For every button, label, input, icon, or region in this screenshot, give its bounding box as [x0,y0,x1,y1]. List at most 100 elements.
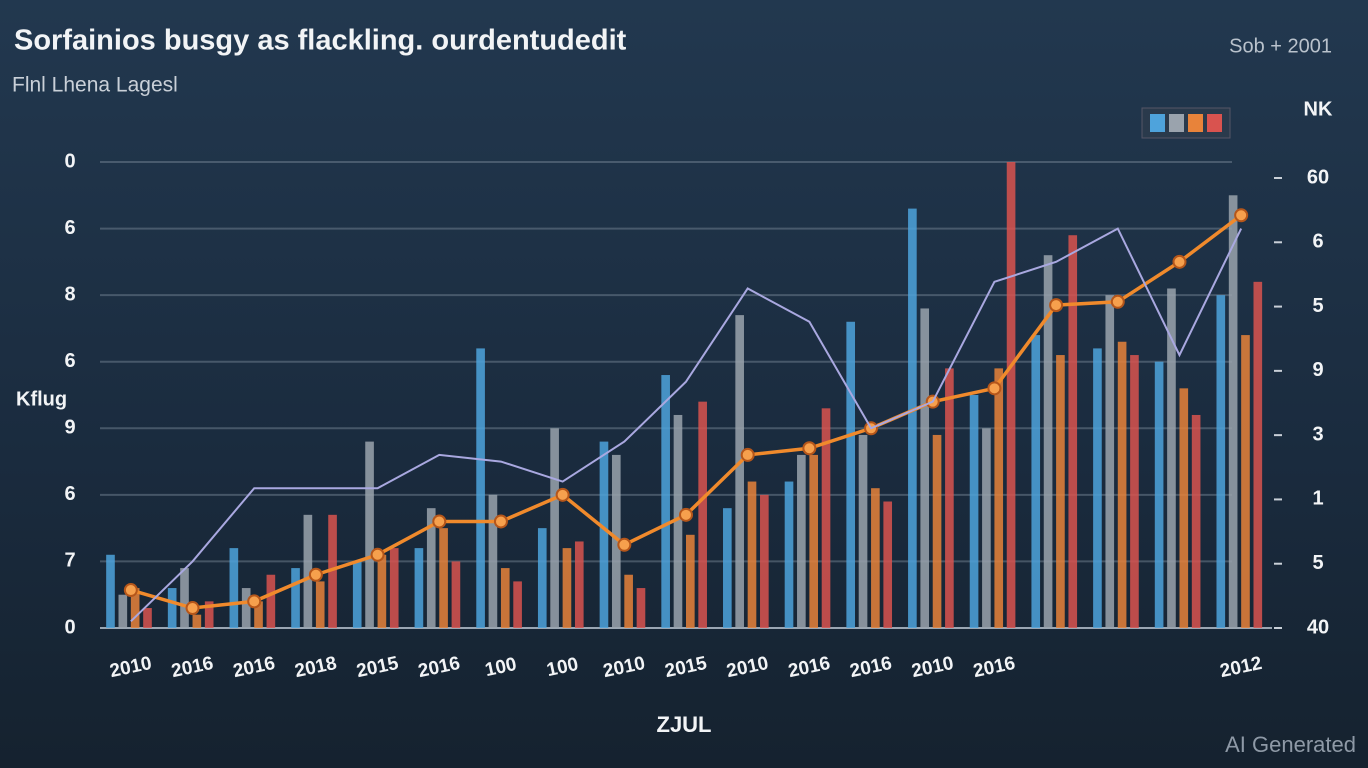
bar [908,208,917,628]
bar [723,508,732,628]
bar [599,441,609,628]
bar [118,594,128,628]
bar [550,428,559,628]
line-marker [432,514,447,529]
x-tick-label: 2010 [601,653,647,682]
bar [328,514,337,628]
bar [130,588,140,628]
y-tick-label: 6 [64,217,75,239]
x-tick-label: 2018 [293,653,339,682]
bar [1068,235,1078,628]
bar [624,574,633,628]
x-tick-label: 2016 [971,653,1017,682]
bar [1056,355,1065,628]
bar [809,454,819,628]
bar [1241,335,1250,628]
y-tick-label: 9 [64,417,75,439]
y2-axis-label: NK [1304,98,1333,120]
bar [1191,414,1201,628]
y-tick-label: 6 [64,350,75,372]
bar [611,454,621,628]
bar [377,554,387,628]
bar [969,395,979,628]
x-tick-label: 2016 [170,653,216,682]
bar [143,608,152,628]
line-marker [802,441,817,456]
bar [476,348,485,628]
bar [352,561,362,628]
bar [698,401,707,628]
watermark: AI Generated [1225,732,1356,757]
x-tick-label: 2015 [663,653,709,682]
bar [254,601,263,628]
bar [389,548,399,628]
bar [204,601,214,628]
bar [192,614,202,628]
bar [1154,361,1164,628]
x-tick-label: 2016 [786,653,832,682]
bar [537,528,547,628]
bar [821,408,831,628]
bar [920,308,930,628]
bar [1253,281,1263,628]
legend-swatch [1188,114,1203,132]
bar [945,368,954,628]
line [130,227,1243,623]
y-tick-label: 6 [64,483,75,505]
x-tick-label: 2015 [355,653,401,682]
bar [1167,288,1176,628]
line-marker [987,381,1002,396]
y-tick-label: 8 [64,283,75,305]
x-axis-label: ZJUL [657,712,712,737]
chart-subtitle: Flnl Lhena Lagesl [12,74,178,97]
corner-note: Sob + 2001 [1229,35,1332,57]
x-tick-label: 2016 [416,653,462,682]
y-tick-label: 7 [64,550,75,572]
legend-swatch [1169,114,1184,132]
line-marker [555,487,570,502]
x-tick-label: 2010 [108,653,154,682]
bar [266,574,276,628]
bar [883,501,893,628]
y2-tick-label: 1 [1312,488,1323,510]
bar [1216,295,1226,628]
chart-title: Sorfainios busgy as flackling. ourdentud… [14,25,627,57]
bar [686,534,695,628]
bar [167,588,177,628]
bar [1006,162,1016,628]
y2-tick-label: 40 [1307,616,1329,638]
bar [229,548,239,628]
bar [500,568,510,628]
bar [426,508,436,628]
line-marker [370,547,385,562]
bar [488,494,498,628]
x-tick-label: 2016 [231,653,277,682]
bar [1031,335,1041,628]
bar [106,554,115,628]
bar [562,548,572,628]
bar [574,541,584,628]
legend-swatch [1150,114,1165,132]
bar [1117,341,1127,628]
bar [439,528,448,628]
line-marker [1234,208,1249,223]
bar [513,581,522,628]
line-marker [617,537,632,552]
x-tick-label: 100 [545,654,580,681]
bar [797,454,806,628]
y-tick-label: 0 [64,616,75,638]
y-tick-label: 0 [64,150,75,172]
line-marker [679,507,693,522]
y2-tick-label: 3 [1312,423,1323,445]
x-tick-label: 2010 [910,653,956,682]
legend [1141,107,1231,139]
bar [315,581,325,628]
bar [784,481,794,628]
bar [871,488,880,628]
bar [846,321,856,628]
y2-tick-label: 5 [1312,552,1323,574]
x-tick-label: 2016 [848,653,894,682]
bar [932,434,942,628]
legend-swatch [1207,114,1222,132]
